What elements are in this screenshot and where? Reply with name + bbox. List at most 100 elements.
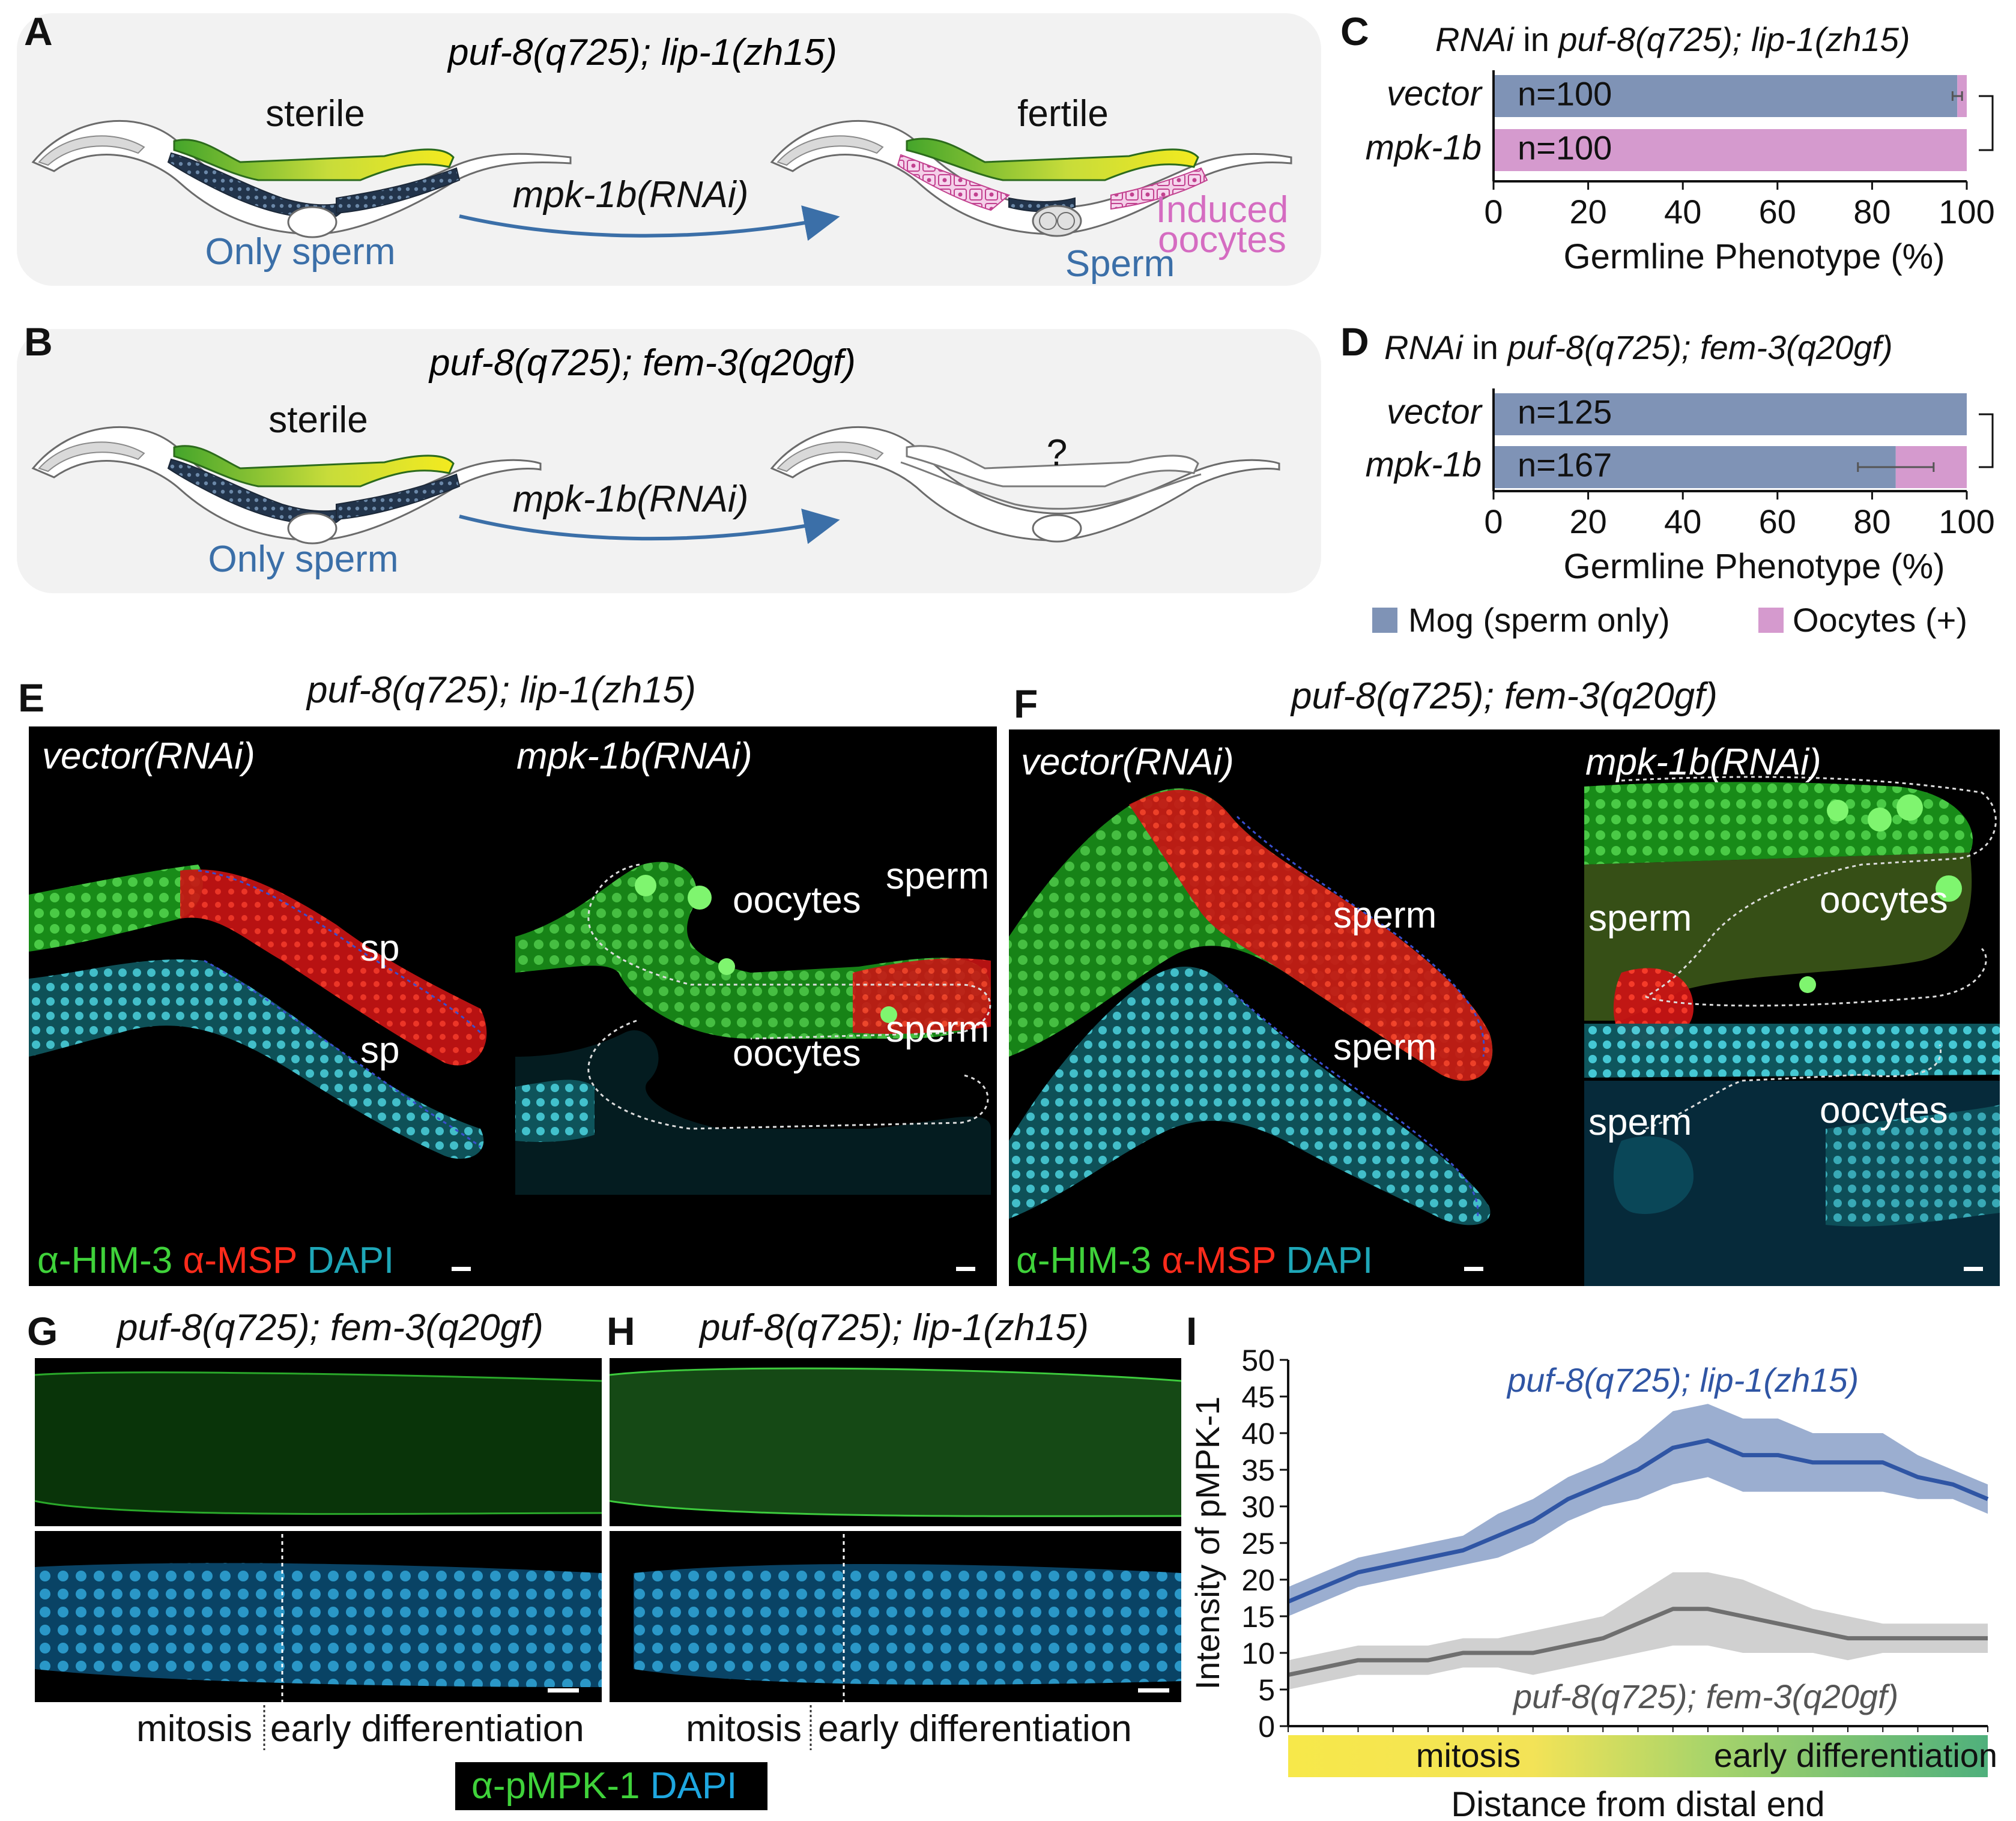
scale-bar-f-left: [1464, 1267, 1483, 1271]
worm-sterile-a: [31, 119, 572, 238]
sterile-label-a: sterile: [265, 93, 365, 134]
x-tick-label-d-20: 20: [1569, 503, 1606, 540]
variance-band-0: [1288, 1404, 1988, 1616]
panel-e-letter: E: [18, 675, 44, 720]
series-line-1: [1288, 1607, 1988, 1678]
panel-a: A puf-8(q725); lip-1(zh15) sterile Only …: [17, 9, 1321, 286]
fertile-label: fertile: [1017, 93, 1109, 134]
stage-label-mitosis: mitosis: [1416, 1736, 1521, 1774]
stain-dapi-gh: DAPI: [650, 1765, 737, 1807]
panel-d-title-rnai: RNAi: [1384, 328, 1464, 366]
panel-e-genotype: puf-8(q725); lip-1(zh15): [306, 669, 696, 711]
scale-bar-f-right: [1964, 1267, 1983, 1271]
stain-dapi-f: DAPI: [1286, 1240, 1373, 1281]
category-label-d-vector: vector: [1387, 392, 1483, 431]
rnai-arrow-b: [459, 509, 840, 545]
stain-msp: α-MSP: [183, 1240, 297, 1281]
y-tick-label-i-35: 35: [1241, 1454, 1275, 1487]
panel-f-vector-label: vector(RNAi): [1021, 741, 1234, 783]
x-tick-label-c-80: 80: [1853, 193, 1890, 231]
legend-mog-label: Mog (sperm only): [1408, 601, 1670, 639]
panel-c-chart: C RNAi in puf-8(q725); lip-1(zh15) vecto…: [1340, 9, 2016, 276]
x-tick-label-c-40: 40: [1664, 193, 1701, 231]
y-tick-label-i-50: 50: [1241, 1344, 1275, 1377]
y-tick-label-i-20: 20: [1241, 1563, 1275, 1597]
panel-f-vector-gonad: [1009, 788, 1493, 1225]
stain-him3-f: α-HIM-3: [1016, 1240, 1151, 1281]
series-label-fem3: puf-8(q725); fem-3(q20gf): [1512, 1678, 1898, 1715]
panel-f-sperm-bottom: sperm: [1333, 1027, 1436, 1068]
panel-f-oocytes-top: oocytes: [1820, 880, 1948, 921]
series-label-lip1: puf-8(q725); lip-1(zh15): [1506, 1361, 1859, 1399]
significance-label-c: ***: [2002, 103, 2016, 142]
panel-f-letter: F: [1014, 681, 1038, 726]
stain-msp-f: α-MSP: [1162, 1240, 1276, 1281]
sperm-label-a: Sperm: [1065, 243, 1175, 285]
pmpk-legend: α-pMPK-1 DAPI: [471, 1765, 737, 1807]
only-sperm-label-b: Only sperm: [208, 539, 399, 580]
significance-bracket-d: [1979, 413, 1994, 468]
stain-pmpk: α-pMPK-1: [471, 1765, 640, 1807]
sterile-label-b: sterile: [268, 399, 368, 441]
pmpk-legend-bg: [455, 1762, 767, 1810]
bar-d-mpk-1b-mog: [1494, 446, 1896, 488]
stain-dapi: DAPI: [307, 1240, 394, 1281]
panel-b-letter: B: [24, 319, 53, 364]
scale-bar-g: [548, 1688, 579, 1693]
panel-g-letter: G: [27, 1309, 58, 1353]
panel-h-mitosis: mitosis: [686, 1708, 802, 1750]
oocytes-label: oocytes: [1158, 219, 1286, 261]
x-tick-label-c-20: 20: [1569, 193, 1606, 231]
y-tick-label-i-30: 30: [1241, 1490, 1275, 1524]
panel-e-vector-gonad: [29, 865, 487, 1159]
panel-b: B puf-8(q725); fem-3(q20gf) sterile Only…: [17, 319, 1321, 593]
induced-label: Induced: [1156, 189, 1289, 231]
y-tick-label-i-25: 25: [1241, 1527, 1275, 1560]
panel-h-letter: H: [607, 1309, 635, 1353]
legend-oocytes-swatch: [1758, 608, 1784, 633]
n-label-c-1: n=100: [1518, 128, 1612, 166]
x-tick-label-d-40: 40: [1664, 503, 1701, 540]
category-label-d-mpk-1b: mpk-1b: [1366, 445, 1482, 484]
panel-f-mpk-label: mpk-1b(RNAi): [1585, 741, 1821, 783]
panel-f-genotype: puf-8(q725); fem-3(q20gf): [1290, 675, 1718, 717]
panel-d-title-in: in: [1463, 328, 1508, 366]
x-axis-label-i: Distance from distal end: [1451, 1785, 1824, 1821]
x-tick-label-d-80: 80: [1853, 503, 1890, 540]
rnai-arrow-a: [459, 205, 840, 241]
panel-g: G puf-8(q725); fem-3(q20gf) mitosis earl…: [27, 1307, 602, 1750]
rnai-label-b: mpk-1b(RNAi): [513, 479, 749, 520]
panel-i-letter: I: [1186, 1309, 1197, 1353]
panel-g-early-diff: early differentiation: [270, 1708, 584, 1750]
stage-gradient-bar: [1288, 1735, 1988, 1777]
panel-e-oocytes-bottom: oocytes: [733, 1033, 861, 1074]
question-mark: ?: [1047, 432, 1067, 474]
panel-f-sperm-top: sperm: [1333, 895, 1436, 936]
panel-a-letter: A: [24, 9, 53, 53]
scale-bar-e-right: [956, 1267, 975, 1271]
panel-d-chart: D RNAi in puf-8(q725); fem-3(q20gf) vect…: [1340, 319, 2016, 586]
panel-d-title-genotype: puf-8(q725); fem-3(q20gf): [1506, 328, 1892, 366]
panel-c-title-rnai: RNAi: [1435, 20, 1515, 58]
x-axis-label-d: Germline Phenotype (%): [1563, 547, 1945, 586]
panel-f-oocytes-bottom: oocytes: [1820, 1090, 1948, 1131]
y-tick-label-i-15: 15: [1241, 1600, 1275, 1634]
worm-unknown-b: [770, 426, 1280, 543]
panel-f-mpk-gonad: [1584, 776, 2000, 1286]
panel-f-sperm-mpk-bottom: sperm: [1588, 1102, 1692, 1143]
panel-d-title: RNAi in puf-8(q725); fem-3(q20gf): [1384, 328, 1893, 366]
panel-a-genotype: puf-8(q725); lip-1(zh15): [447, 32, 837, 73]
y-axis-label-i: Intensity of pMPK-1: [1188, 1397, 1226, 1690]
x-tick-label-d-0: 0: [1484, 503, 1503, 540]
y-tick-label-i-10: 10: [1241, 1637, 1275, 1670]
bar-c-vector-mog: [1494, 75, 1958, 117]
y-tick-label-i-45: 45: [1241, 1380, 1275, 1414]
x-tick-label-c-60: 60: [1759, 193, 1796, 231]
panel-e-sperm-bottom: sperm: [886, 1009, 989, 1050]
y-tick-label-i-40: 40: [1241, 1417, 1275, 1451]
panel-g-genotype: puf-8(q725); fem-3(q20gf): [116, 1307, 543, 1348]
panel-e-stain-legend: α-HIM-3 α-MSP DAPI: [37, 1240, 394, 1281]
panel-e-vector-label: vector(RNAi): [42, 735, 255, 777]
bar-c-mpk-1b-oocytes: [1494, 129, 1967, 171]
